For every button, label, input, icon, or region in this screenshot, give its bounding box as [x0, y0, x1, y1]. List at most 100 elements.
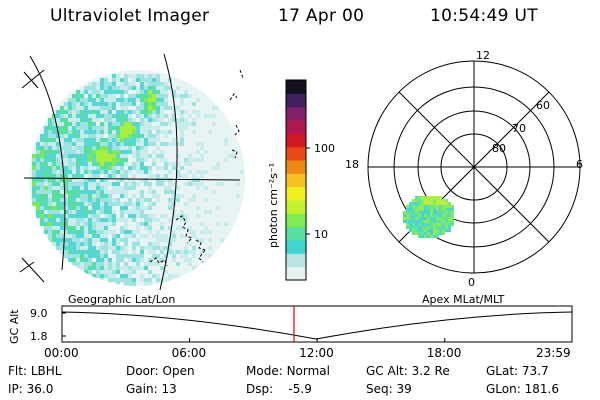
- emission-pixel: [148, 134, 152, 138]
- emission-pixel: [40, 190, 44, 194]
- polar-emission-pixel: [433, 208, 436, 211]
- emission-pixel: [208, 210, 212, 214]
- emission-pixel: [140, 138, 144, 142]
- emission-pixel: [124, 106, 128, 110]
- emission-pixel: [120, 278, 124, 282]
- emission-pixel: [152, 82, 156, 86]
- emission-pixel: [136, 146, 140, 150]
- emission-pixel: [196, 98, 200, 102]
- emission-pixel: [104, 142, 108, 146]
- emission-pixel: [88, 182, 92, 186]
- emission-pixel: [144, 182, 148, 186]
- emission-pixel: [124, 266, 128, 270]
- emission-pixel: [132, 102, 136, 106]
- emission-pixel: [180, 130, 184, 134]
- emission-pixel: [60, 114, 64, 118]
- emission-pixel: [192, 198, 196, 202]
- emission-pixel: [48, 146, 52, 150]
- emission-pixel: [48, 238, 52, 242]
- emission-pixel: [116, 278, 120, 282]
- emission-pixel: [32, 166, 36, 170]
- emission-pixel: [92, 266, 96, 270]
- emission-pixel: [180, 254, 184, 258]
- emission-pixel: [44, 146, 48, 150]
- emission-pixel: [64, 242, 68, 246]
- emission-pixel: [56, 198, 60, 202]
- emission-pixel: [168, 226, 172, 230]
- door-label: Door:: [126, 364, 159, 378]
- emission-pixel: [56, 246, 60, 250]
- emission-pixel: [60, 234, 64, 238]
- emission-pixel: [148, 278, 152, 282]
- emission-pixel: [180, 98, 184, 102]
- emission-pixel: [104, 218, 108, 222]
- emission-pixel: [108, 86, 112, 90]
- emission-pixel: [172, 166, 176, 170]
- emission-pixel: [60, 218, 64, 222]
- emission-pixel: [100, 126, 104, 130]
- emission-pixel: [72, 238, 76, 242]
- emission-pixel: [104, 206, 108, 210]
- emission-pixel: [76, 190, 80, 194]
- emission-pixel: [44, 138, 48, 142]
- emission-pixel: [176, 174, 180, 178]
- emission-pixel: [128, 266, 132, 270]
- emission-pixel: [144, 110, 148, 114]
- emission-pixel: [148, 74, 152, 78]
- emission-pixel: [116, 182, 120, 186]
- emission-pixel: [140, 82, 144, 86]
- ip-value: 36.0: [26, 382, 54, 396]
- emission-pixel: [168, 118, 172, 122]
- emission-pixel: [108, 258, 112, 262]
- emission-pixel: [164, 278, 168, 282]
- emission-pixel: [68, 194, 72, 198]
- emission-pixel: [164, 282, 168, 286]
- emission-pixel: [152, 214, 156, 218]
- emission-pixel: [132, 126, 136, 130]
- polar-emission-pixel: [418, 226, 421, 229]
- emission-pixel: [128, 258, 132, 262]
- emission-pixel: [124, 162, 128, 166]
- emission-pixel: [40, 198, 44, 202]
- emission-pixel: [72, 246, 76, 250]
- emission-pixel: [44, 190, 48, 194]
- emission-pixel: [156, 102, 160, 106]
- emission-pixel: [36, 150, 40, 154]
- emission-pixel: [112, 150, 116, 154]
- emission-pixel: [60, 198, 64, 202]
- flt-value: LBHL: [30, 364, 62, 378]
- emission-pixel: [124, 222, 128, 226]
- colorbar-tick-label-100: 100: [314, 142, 335, 155]
- emission-pixel: [148, 270, 152, 274]
- emission-pixel: [60, 138, 64, 142]
- polar-plot: 12 18 6 0 60 70 80: [345, 49, 583, 289]
- emission-pixel: [108, 106, 112, 110]
- polar-emission-pixel: [436, 220, 439, 223]
- emission-pixel: [112, 162, 116, 166]
- emission-pixel: [136, 170, 140, 174]
- emission-pixel: [84, 206, 88, 210]
- emission-pixel: [148, 202, 152, 206]
- colorbar-tick-label-10: 10: [314, 228, 328, 241]
- emission-pixel: [140, 114, 144, 118]
- emission-pixel: [48, 198, 52, 202]
- emission-pixel: [188, 94, 192, 98]
- emission-pixel: [64, 234, 68, 238]
- emission-pixel: [104, 106, 108, 110]
- emission-pixel: [144, 146, 148, 150]
- emission-pixel: [124, 190, 128, 194]
- emission-pixel: [88, 150, 92, 154]
- emission-pixel: [160, 86, 164, 90]
- polar-emission-pixel: [430, 232, 433, 235]
- emission-pixel: [108, 270, 112, 274]
- polar-emission-pixel: [412, 205, 415, 208]
- polar-emission-pixel: [424, 208, 427, 211]
- polar-emission-pixel: [433, 235, 436, 238]
- emission-pixel: [180, 94, 184, 98]
- emission-pixel: [112, 158, 116, 162]
- emission-pixel: [132, 142, 136, 146]
- polar-emission-pixel: [421, 205, 424, 208]
- emission-pixel: [160, 118, 164, 122]
- emission-pixel: [148, 130, 152, 134]
- emission-pixel: [140, 258, 144, 262]
